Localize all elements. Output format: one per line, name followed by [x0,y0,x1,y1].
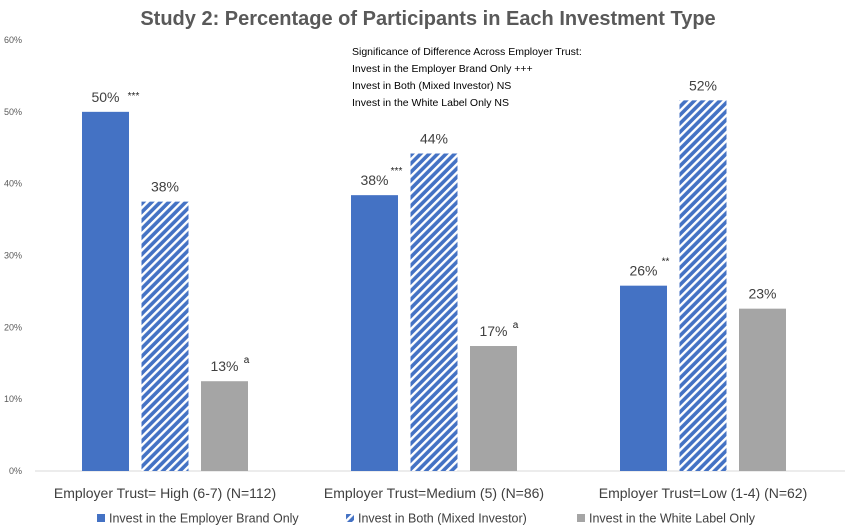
annotation-line: Significance of Difference Across Employ… [352,46,582,58]
data-label: 38% [360,172,388,188]
data-label: 50% [91,89,119,105]
bars [82,100,786,471]
bar [82,111,129,471]
bar [351,195,398,471]
category-label: Employer Trust=Medium (5) (N=86) [324,485,544,501]
data-labels: 50% ***38%***26%**38%44%52%13% a17% a23% [91,77,776,374]
bar [470,346,517,471]
y-tick-label: 50% [4,107,22,117]
data-label: 26% [629,263,657,279]
legend-swatch [346,514,354,522]
data-label: 23% [748,286,776,302]
annotation-line: Invest in the Employer Brand Only +++ [352,63,533,75]
significance-mark: ** [662,257,670,268]
y-tick-label: 30% [4,251,22,261]
significance-mark: *** [391,166,403,177]
legend-swatch [97,514,105,522]
data-label: 38% [151,179,179,195]
category-labels: Employer Trust= High (6-7) (N=112) Employ… [54,485,807,501]
y-tick-label: 20% [4,322,22,332]
bar [410,153,458,471]
bar [620,285,667,471]
data-label: 13% [210,358,238,374]
chart-title: Study 2: Percentage of Participants in E… [140,8,715,30]
legend-label: Invest in the White Label Only [589,512,756,526]
data-label: 44% [420,130,448,146]
category-label: Employer Trust=Low (1-4) (N=62) [599,485,808,501]
significance-mark: a [513,320,519,331]
legend-label: Invest in the Employer Brand Only [109,512,299,526]
significance-mark: *** [128,91,140,102]
bar [141,201,189,471]
bar [679,100,727,471]
legend-label: Invest in Both (Mixed Investor) [358,512,527,526]
y-tick-label: 40% [4,179,22,189]
significance-note: Significance of Difference Across Employ… [352,46,582,109]
y-tick-label: 60% [4,35,22,45]
y-tick-label: 10% [4,394,22,404]
data-label: 17% [479,323,507,339]
y-axis: 0% 10% 20% 30% 40% 50% 60% [4,35,22,476]
category-label: Employer Trust= High (6-7) (N=112) [54,485,276,501]
bar [201,381,248,471]
significance-mark: a [244,355,250,366]
legend: Invest in the Employer Brand Only Invest … [97,512,756,526]
y-tick-label: 0% [9,466,22,476]
bar [739,308,786,471]
annotation-line: Invest in Both (Mixed Investor) NS [352,80,511,92]
legend-swatch [577,514,585,522]
annotation-line: Invest in the White Label Only NS [352,97,509,109]
data-label: 52% [689,77,717,93]
